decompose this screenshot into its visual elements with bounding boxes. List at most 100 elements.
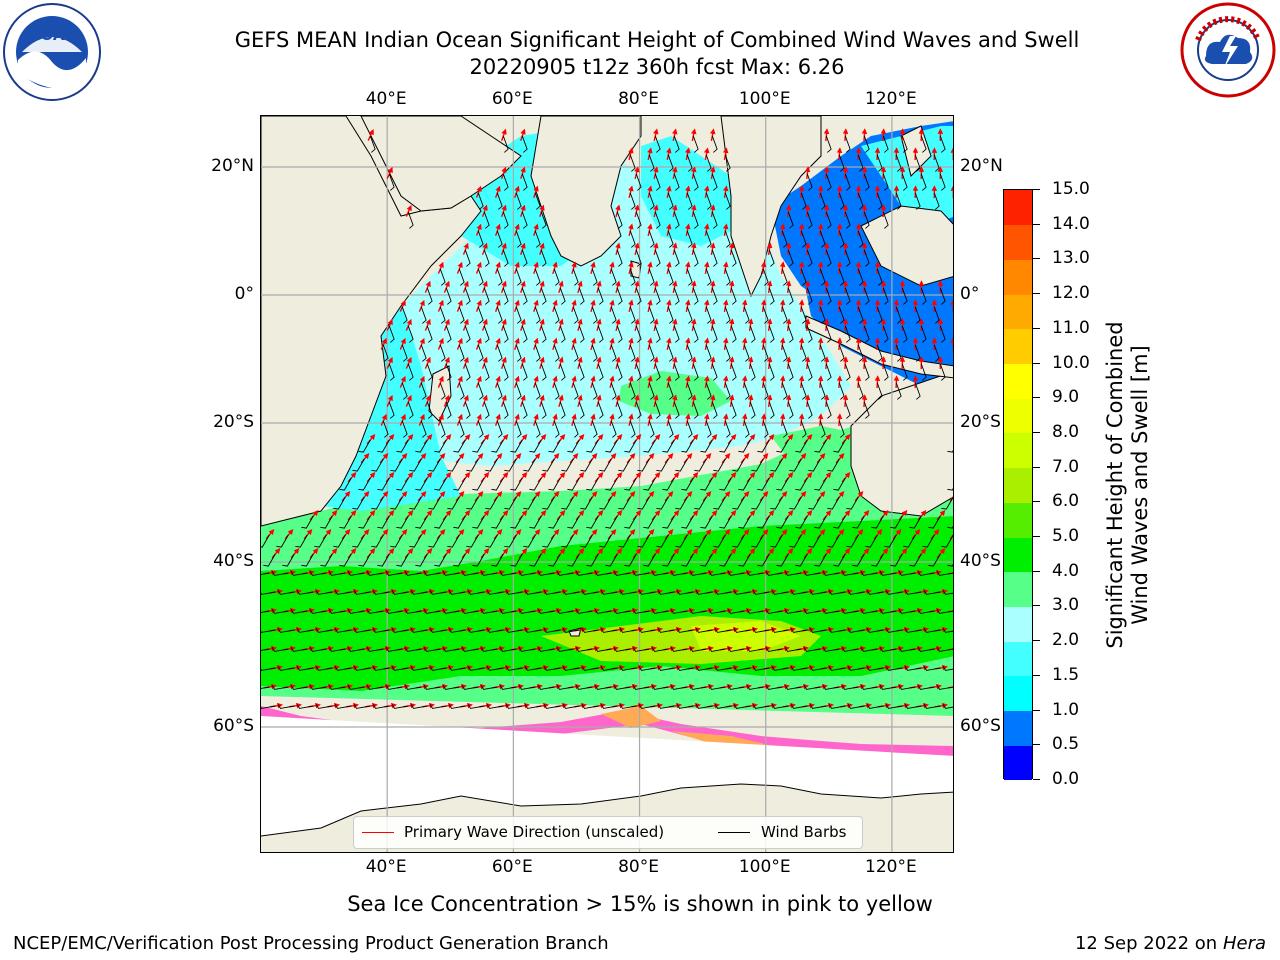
wind-barb: [825, 325, 832, 343]
wind-barb: [700, 553, 713, 567]
wind-barb: [643, 439, 656, 453]
wind-barb: [700, 515, 713, 529]
wind-barb: [581, 589, 599, 595]
wind-barb: [942, 589, 953, 595]
wind-barb: [806, 363, 813, 381]
wind-barb: [746, 570, 764, 576]
wind-barb: [914, 192, 921, 210]
wind-barb: [581, 627, 599, 633]
wind-barb: [575, 570, 593, 576]
wave-direction-arrow: [379, 491, 389, 502]
wind-barb: [353, 627, 371, 633]
wind-barb: [651, 570, 669, 576]
colorbar-segment: [1004, 363, 1032, 399]
wind-barb: [632, 608, 650, 614]
wind-barb: [296, 627, 314, 633]
wind-barb: [787, 287, 794, 305]
wind-barb: [594, 608, 612, 614]
wind-barb: [605, 439, 618, 453]
wind-barb: [806, 287, 813, 305]
noaa-logo-icon: NOAA: [2, 2, 102, 102]
lon-tick-label-top: 80°E: [618, 89, 659, 109]
wind-barb: [439, 420, 446, 438]
wind-barb: [553, 420, 560, 438]
wind-barb: [390, 534, 403, 548]
wind-barb: [656, 458, 669, 472]
wave-direction-arrow: [379, 453, 389, 464]
wind-barb: [936, 646, 953, 652]
wind-barb: [713, 458, 726, 472]
wind-barb: [521, 287, 528, 305]
wind-barb: [377, 439, 390, 453]
wind-barb: [429, 665, 447, 671]
wind-barb: [714, 627, 732, 633]
wind-barb: [738, 553, 751, 567]
wave-direction-arrow: [366, 510, 376, 521]
wind-barb: [847, 665, 865, 671]
wind-barb: [263, 553, 276, 567]
wind-barb: [689, 684, 707, 690]
wind-barb: [743, 420, 750, 438]
wind-barb: [491, 439, 504, 453]
wind-barb: [882, 173, 889, 191]
wind-barb: [624, 553, 637, 567]
wind-barb: [803, 608, 821, 614]
wave-direction-vectors: [261, 128, 953, 709]
colorbar-title-line2: Wind Waves and Swell [m]: [1128, 345, 1152, 625]
wind-barb: [822, 646, 840, 652]
colorbar-tick: [1033, 605, 1040, 607]
wind-barb: [521, 325, 528, 343]
graticule: [261, 116, 953, 852]
wind-barb: [372, 703, 390, 709]
wind-barb: [787, 325, 794, 343]
wind-barb: [388, 325, 395, 343]
wind-barb: [738, 477, 751, 491]
wind-barb: [505, 589, 523, 595]
wind-barb: [923, 703, 941, 709]
wind-barb: [277, 665, 295, 671]
wind-barb: [676, 665, 694, 671]
wind-barb: [472, 439, 485, 453]
wind-barb: [806, 211, 813, 229]
wind-barb: [819, 420, 826, 438]
wind-barb: [629, 420, 636, 438]
wind-barb: [871, 515, 884, 529]
wind-barb: [936, 684, 953, 690]
wind-barb: [795, 439, 808, 453]
wind-barb: [656, 534, 669, 548]
wind-barb: [453, 515, 466, 529]
wind-barb: [770, 534, 783, 548]
wind-barb: [711, 249, 718, 267]
wind-barb: [486, 703, 504, 709]
wind-barb: [613, 646, 631, 652]
lat-tick-label-left: 20°S: [213, 412, 254, 432]
wind-barb: [838, 420, 845, 438]
wind-barb: [751, 496, 764, 510]
wind-barb: [901, 173, 908, 191]
wind-barb: [895, 382, 902, 400]
wind-barb: [700, 439, 713, 453]
wind-barb: [578, 363, 585, 381]
wind-barb: [825, 173, 832, 191]
wind-barb: [407, 363, 414, 381]
wind-barb: [561, 534, 574, 548]
wind-barb: [657, 665, 675, 671]
wind-barb: [296, 665, 314, 671]
wind-barb: [952, 193, 953, 194]
wind-barb: [803, 646, 821, 652]
wind-barb: [952, 155, 953, 156]
colorbar-tick-label: 14.0: [1052, 213, 1090, 234]
wind-barb: [751, 534, 764, 548]
wind-barb: [559, 401, 566, 419]
wind-barb: [654, 325, 661, 343]
wind-barb: [442, 684, 460, 690]
wind-barb: [600, 627, 618, 633]
wind-barb: [410, 627, 428, 633]
wind-barb: [385, 646, 403, 652]
wind-barb: [947, 564, 953, 567]
wind-barb: [518, 570, 536, 576]
wind-barb: [638, 665, 656, 671]
wind-barb: [694, 458, 707, 472]
wind-barb: [681, 477, 694, 491]
wind-barb: [871, 553, 884, 567]
